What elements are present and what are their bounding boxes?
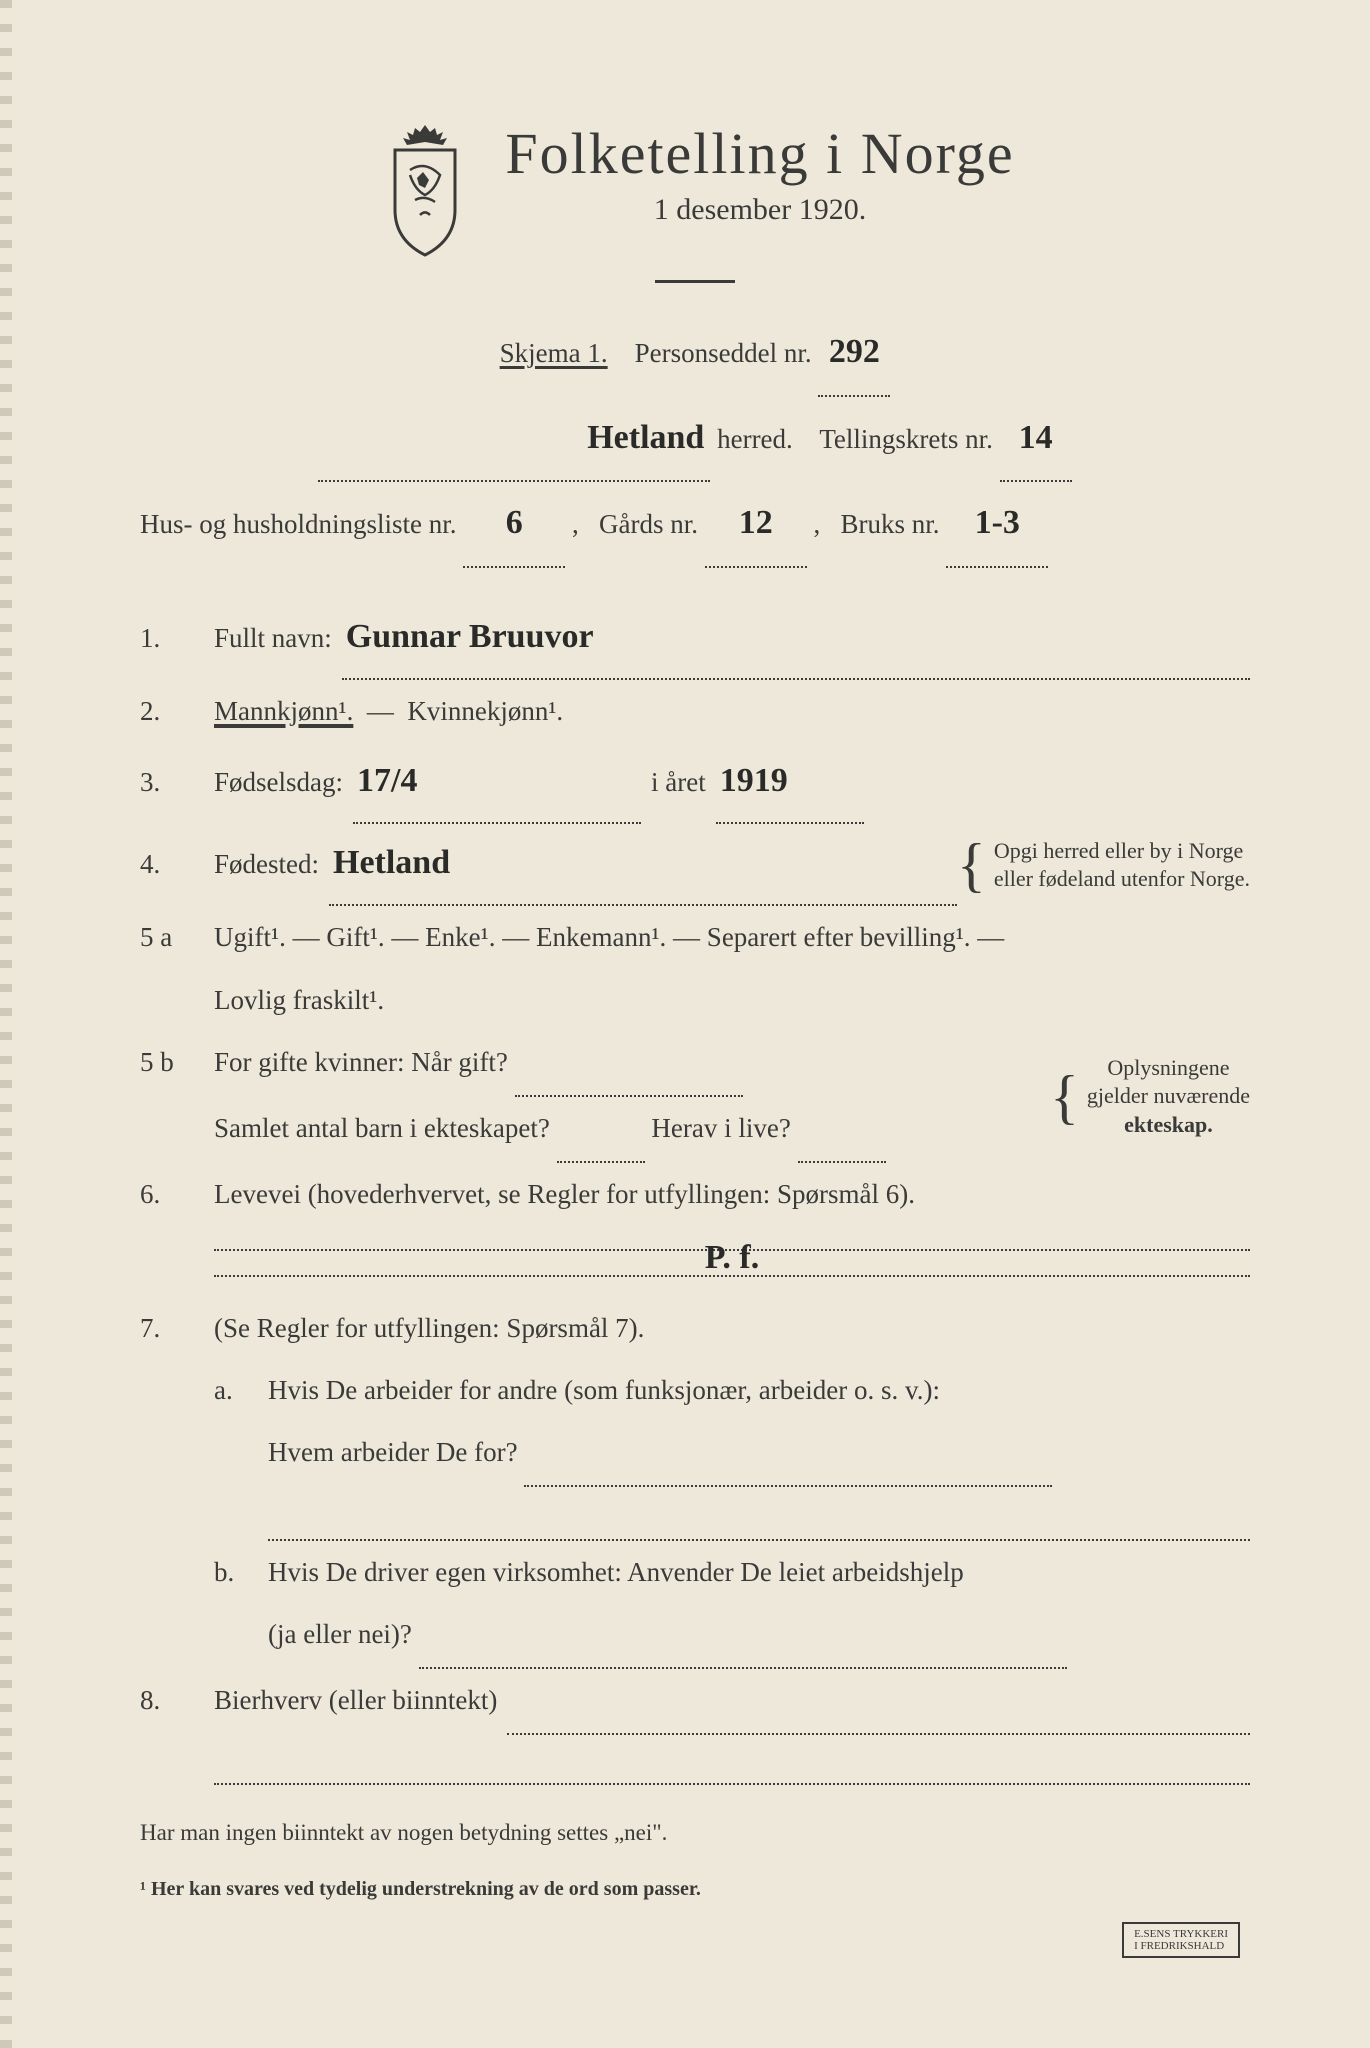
tellingskrets-label: Tellingskrets nr. (819, 424, 993, 454)
q7a: a. Hvis De arbeider for andre (som funks… (214, 1359, 1250, 1541)
q1-num: 1. (140, 607, 190, 669)
skjema-label: Skjema 1. (500, 338, 608, 368)
q2-dash: — (367, 696, 394, 726)
q6-num: 6. (140, 1163, 190, 1225)
gards-nr: 12 (705, 482, 807, 568)
bruks-nr: 1-3 (946, 482, 1048, 568)
q5b-num: 5 b (140, 1031, 190, 1093)
q5b: 5 b For gifte kvinner: Når gift? Samlet … (140, 1031, 1250, 1163)
q6-label: Levevei (hovederhvervet, se Regler for u… (214, 1179, 915, 1209)
skjema-line: Skjema 1. Personseddel nr. 292 (140, 311, 1250, 397)
q3-day: 17/4 (353, 742, 641, 824)
herred-value: Hetland (318, 397, 710, 483)
questions-list: 1. Fullt navn: Gunnar Bruuvor 2. Mannkjø… (140, 598, 1250, 1786)
q3-label: Fødselsdag: (214, 751, 343, 813)
q7b: b. Hvis De driver egen virksomhet: Anven… (214, 1541, 1250, 1669)
q8-label: Bierhverv (eller biinntekt) (214, 1669, 497, 1731)
q4-note: { Opgi herred eller by i Norge eller fød… (957, 837, 1250, 894)
q8: 8. Bierhverv (eller biinntekt) (140, 1669, 1250, 1735)
q2-num: 2. (140, 680, 190, 742)
q4-note2: eller fødeland utenfor Norge. (994, 866, 1250, 891)
q1-label: Fullt navn: (214, 607, 332, 669)
census-form-page: Folketelling i Norge 1 desember 1920. Sk… (0, 0, 1370, 2048)
q5a-text: Ugift¹. — Gift¹. — Enke¹. — Enkemann¹. —… (214, 922, 1004, 952)
q5b-note1: Oplysningene (1107, 1055, 1229, 1080)
footnote: ¹ Her kan svares ved tydelig understrekn… (140, 1878, 1250, 1901)
q5b-note: { Oplysningene gjelder nuværende ekteska… (1050, 1054, 1250, 1140)
q3-year-label: i året (651, 751, 706, 813)
q7b-letter: b. (214, 1541, 244, 1603)
q7b-line1: Hvis De driver egen virksomhet: Anvender… (268, 1557, 964, 1587)
q3-year: 1919 (716, 742, 864, 824)
q6-value: P. f. (705, 1239, 759, 1276)
q7-num: 7. (140, 1297, 190, 1359)
bruks-label: Bruks nr. (841, 509, 940, 539)
tellingskrets-nr: 14 (1000, 397, 1072, 483)
q4-num: 4. (140, 833, 190, 895)
divider (655, 280, 735, 283)
q2-kvinne: Kvinnekjønn¹. (407, 696, 563, 726)
q8-blank-line (214, 1735, 1250, 1785)
stamp-line1: E.SENS TRYKKERI (1134, 1928, 1228, 1940)
q7a-letter: a. (214, 1359, 244, 1421)
q7b-line2: (ja eller nei)? (268, 1619, 412, 1649)
husliste-nr: 6 (463, 482, 565, 568)
q3-num: 3. (140, 751, 190, 813)
q4-label: Fødested: (214, 833, 319, 895)
q4: 4. Fødested: Hetland { Opgi herred eller… (140, 824, 1250, 906)
title-block: Folketelling i Norge 1 desember 1920. (505, 120, 1014, 227)
main-title: Folketelling i Norge (505, 120, 1014, 187)
q1-value: Gunnar Bruuvor (342, 598, 1250, 680)
q5a-num: 5 a (140, 906, 190, 968)
q5a-text2: Lovlig fraskilt¹. (214, 985, 384, 1015)
q5b-label3: Herav i live? (651, 1113, 790, 1143)
footer-note: Har man ingen biinntekt av nogen betydni… (140, 1815, 1250, 1852)
q7a-line2: Hvem arbeider De for? (268, 1437, 518, 1467)
q7-label: (Se Regler for utfyllingen: Spørsmål 7). (214, 1313, 644, 1343)
gards-label: Gårds nr. (599, 509, 698, 539)
q4-note1: Opgi herred eller by i Norge (994, 838, 1243, 863)
q5b-note3: ekteskap. (1124, 1112, 1213, 1137)
q1: 1. Fullt navn: Gunnar Bruuvor (140, 598, 1250, 680)
herred-line: Hetland herred. Tellingskrets nr. 14 (140, 397, 1250, 483)
q2: 2. Mannkjønn¹. — Kvinnekjønn¹. (140, 680, 1250, 742)
coat-of-arms-icon (375, 120, 475, 260)
q5b-label1: For gifte kvinner: Når gift? (214, 1047, 508, 1077)
q7a-line1: Hvis De arbeider for andre (som funksjon… (268, 1375, 940, 1405)
husliste-label: Hus- og husholdningsliste nr. (140, 509, 457, 539)
header: Folketelling i Norge 1 desember 1920. (140, 120, 1250, 260)
q5a: 5 a Ugift¹. — Gift¹. — Enke¹. — Enkemann… (140, 906, 1250, 1030)
perforation-edge (0, 0, 12, 2048)
personseddel-nr: 292 (818, 311, 890, 397)
husliste-line: Hus- og husholdningsliste nr. 6 , Gårds … (140, 482, 1250, 568)
q5b-label2: Samlet antal barn i ekteskapet? (214, 1113, 550, 1143)
q8-num: 8. (140, 1669, 190, 1731)
q2-mann: Mannkjønn¹. (214, 696, 353, 726)
q5b-note2: gjelder nuværende (1087, 1083, 1250, 1108)
q7: 7. (Se Regler for utfyllingen: Spørsmål … (140, 1297, 1250, 1359)
q3: 3. Fødselsdag: 17/4 i året 1919 (140, 742, 1250, 824)
stamp-line2: I FREDRIKSHALD (1134, 1940, 1224, 1952)
subtitle-date: 1 desember 1920. (505, 193, 1014, 227)
personseddel-label: Personseddel nr. (635, 338, 812, 368)
herred-label: herred. (717, 424, 793, 454)
q4-value: Hetland (329, 824, 957, 906)
q6: 6. Levevei (hovederhvervet, se Regler fo… (140, 1163, 1250, 1277)
printer-stamp: E.SENS TRYKKERI I FREDRIKSHALD (1122, 1922, 1240, 1958)
